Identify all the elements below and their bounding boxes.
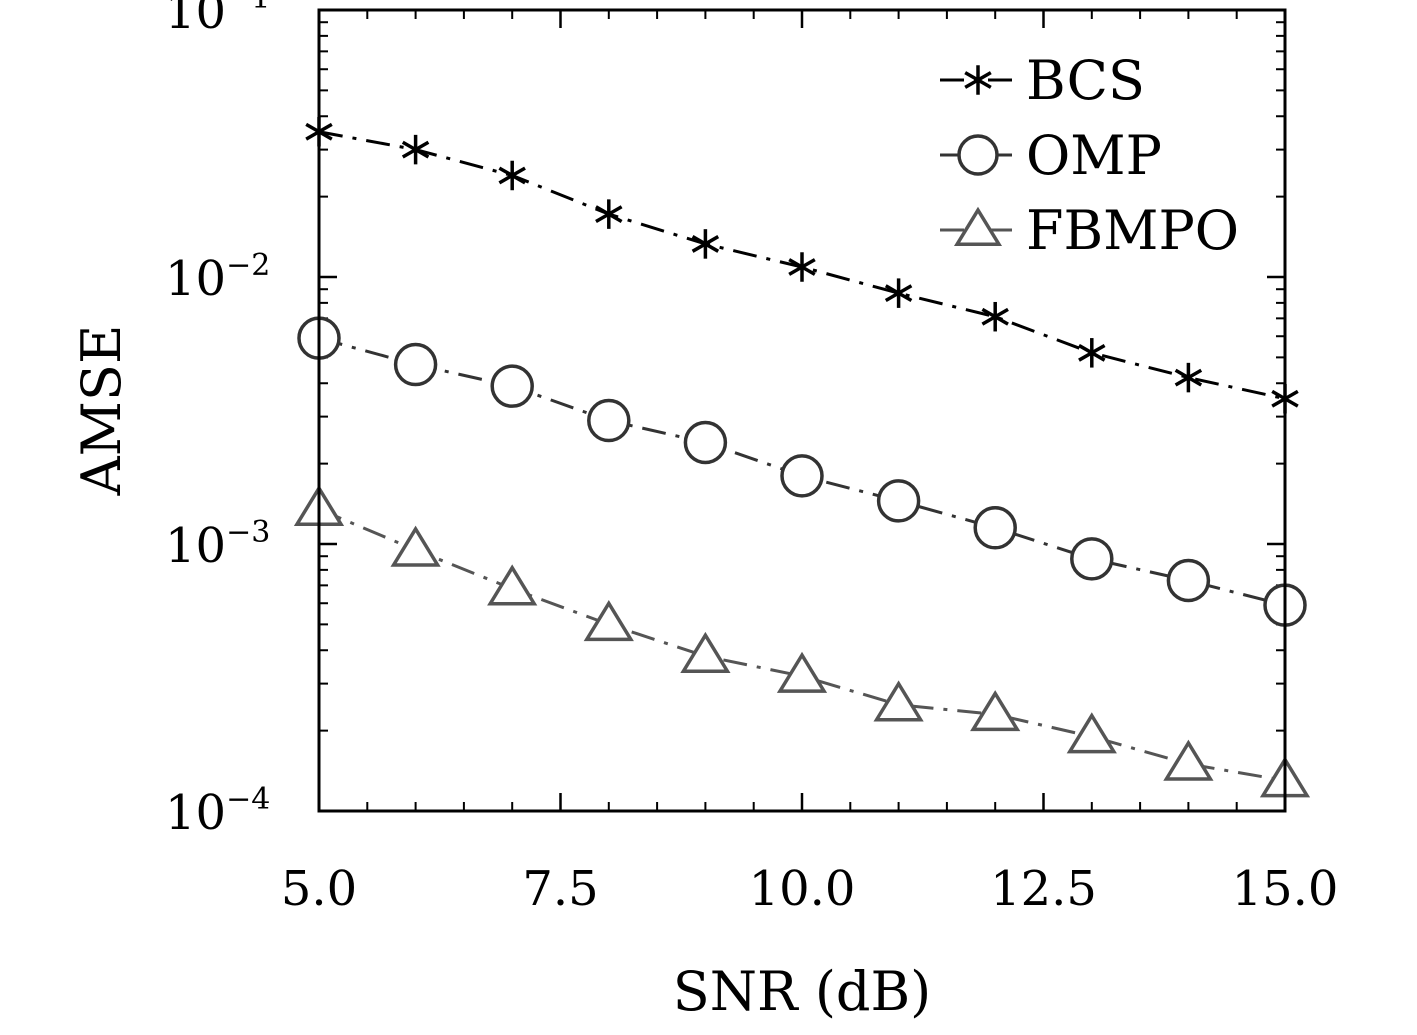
y-tick-label: 10−1 <box>165 0 270 40</box>
y-axis-title: AMSE <box>70 325 133 497</box>
asterisk-marker <box>884 278 913 308</box>
asterisk-marker <box>788 252 816 282</box>
circle-marker <box>393 342 438 387</box>
legend-item-bcs: BCS <box>940 49 1145 112</box>
legend-label: FBMPO <box>1026 199 1239 262</box>
triangle-marker <box>953 206 1003 246</box>
x-tick-label: 12.5 <box>990 861 1097 917</box>
series-omp <box>297 316 1307 627</box>
circle-marker <box>1166 558 1211 603</box>
y-tick-label: 10−4 <box>165 782 270 841</box>
x-tick-labels: 5.0 7.5 10.0 12.5 15.0 <box>281 861 1339 917</box>
plot-frame <box>317 8 1287 813</box>
triangle-marker <box>1066 712 1117 754</box>
circle-marker <box>1070 537 1114 581</box>
triangle-marker <box>390 525 441 567</box>
x-tick-label: 10.0 <box>749 861 856 917</box>
asterisk-marker <box>401 134 430 165</box>
y-tick-labels: 10−1 10−2 10−3 10−4 <box>165 0 270 841</box>
plot-series <box>293 116 1311 798</box>
circle-marker <box>957 134 999 176</box>
circle-marker <box>973 506 1017 550</box>
asterisk-marker <box>595 199 623 229</box>
asterisk-marker <box>691 229 720 259</box>
asterisk-marker <box>1078 338 1106 368</box>
triangle-marker <box>487 564 538 606</box>
legend-label: BCS <box>1026 49 1145 112</box>
x-axis-title: SNR (dB) <box>673 960 931 1023</box>
circle-marker <box>587 398 631 443</box>
asterisk-marker <box>1174 362 1203 393</box>
legend-item-omp: OMP <box>940 124 1162 187</box>
x-tick-label: 15.0 <box>1232 861 1339 917</box>
x-tick-label: 7.5 <box>522 861 598 917</box>
circle-marker <box>780 454 824 498</box>
legend: BCS OMP FBMPO <box>940 49 1239 262</box>
circle-marker <box>490 364 534 408</box>
asterisk-marker <box>498 160 526 191</box>
triangle-marker <box>680 631 731 673</box>
triangle-marker <box>1163 739 1214 781</box>
asterisk-marker <box>964 65 992 95</box>
circle-marker <box>876 479 921 523</box>
triangle-marker <box>583 600 634 642</box>
legend-label: OMP <box>1026 124 1162 187</box>
circle-marker <box>683 420 728 465</box>
x-tick-label: 5.0 <box>281 861 357 917</box>
y-tick-label: 10−3 <box>165 515 270 574</box>
asterisk-marker <box>981 301 1009 332</box>
series-line <box>318 507 1286 783</box>
triangle-marker <box>776 651 828 693</box>
triangle-marker <box>873 680 924 722</box>
legend-item-fbmpo: FBMPO <box>940 199 1239 262</box>
triangle-marker <box>970 690 1021 732</box>
series-fbmpo <box>293 484 1311 798</box>
y-tick-label: 10−2 <box>165 248 270 307</box>
